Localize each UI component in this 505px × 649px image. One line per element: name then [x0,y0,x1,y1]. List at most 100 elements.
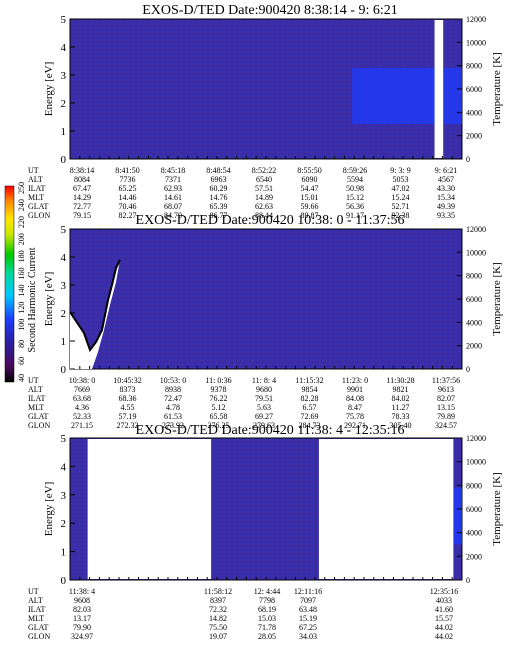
table-cell: 9680 [256,385,272,394]
table-cell: 11: 0:36 [205,376,231,385]
table-cell: 47.02 [392,184,410,193]
table-cell: 14.76 [210,193,228,202]
table-row-label: GLAT [28,412,49,421]
table-cell: 305.40 [390,421,412,430]
table-row-label: GLON [28,421,50,430]
table-cell: 7736 [120,175,136,184]
table-cell: 15.19 [299,614,317,623]
table-cell: 10:38: 0 [69,376,95,385]
table-cell: 9821 [393,385,409,394]
table-cell: 88.44 [255,211,273,220]
colorbar-tick-label: 120 [17,302,26,314]
colorbar-tick-label: 100 [17,319,26,331]
table-cell: 79.51 [255,394,273,403]
table-cell: 14.46 [119,193,137,202]
table-cell: 79.89 [437,412,455,421]
table-cell: 5053 [393,175,409,184]
y-tick-label: 5 [61,433,67,445]
table-cell: 11:30:28 [386,376,414,385]
y2-tick-label: 2000 [466,132,482,141]
y2-tick-label: 12000 [466,434,486,443]
table-cell: 9378 [211,385,227,394]
y-tick-label: 5 [61,224,67,236]
table-cell: 75.78 [346,412,364,421]
y2-tick-label: 0 [466,155,470,164]
panel-1-bright-region [352,68,462,124]
table-cell: 63.48 [299,605,317,614]
table-row-label: GLAT [28,623,49,632]
y2-tick-label: 4000 [466,529,482,538]
table-cell: 89.87 [301,211,319,220]
table-cell: 8938 [165,385,181,394]
table-row-label: UT [28,376,39,385]
table-cell: 11:58:12 [204,587,232,596]
table-cell: 8397 [210,596,226,605]
table-cell: 84.70 [164,211,182,220]
y-tick-label: 3 [61,490,67,502]
table-cell: 84.02 [392,394,410,403]
table-cell: 62.93 [164,184,182,193]
colorbar-tick-label: 140 [17,285,26,297]
colorbar-tick-label: 180 [17,250,26,262]
table-cell: 4567 [438,175,454,184]
colorbar-gradient [4,185,15,383]
table-cell: 82.07 [437,394,455,403]
table-cell: 15.34 [437,193,455,202]
panel-1-ylabel: Energy [eV] [43,62,55,116]
panel-2-y2label: Temperature [K] [491,262,503,335]
panel-2-feature-edge [69,259,121,353]
table-row-label: GLON [28,211,50,220]
table-cell: 14.89 [255,193,273,202]
table-cell: 50.98 [346,184,364,193]
y-tick-label: 4 [61,42,67,54]
y-tick-label: 2 [61,98,67,110]
table-row-label: ILAT [28,394,45,403]
table-cell: 12:11:16 [294,587,322,596]
table-cell: 6963 [211,175,227,184]
panel-1-data-gap [434,20,444,158]
table-cell: 8373 [120,385,136,394]
colorbar-tick-label: 240 [17,199,26,211]
panel-1-y2label: Temperature [K] [491,52,503,125]
y-tick-label: 1 [61,126,67,138]
table-cell: 65.25 [119,184,137,193]
panel-2: EXOS-D/TED Date:900420 10:38: 0 - 11:37:… [28,213,503,430]
y2-tick-label: 0 [466,576,470,585]
table-cell: 9613 [438,385,454,394]
table-cell: 271.15 [71,421,93,430]
table-cell: 15.24 [392,193,410,202]
table-row-label: ALT [28,596,43,605]
table-cell: 60.29 [210,184,228,193]
table-cell: 6.57 [303,403,317,412]
table-cell: 11.27 [392,403,410,412]
table-cell: 6090 [302,175,318,184]
table-cell: 8084 [74,175,90,184]
table-cell: 14.61 [164,193,182,202]
table-cell: 10:45:32 [113,376,141,385]
y-tick-label: 0 [61,154,67,166]
table-cell: 78.33 [392,412,410,421]
y2-tick-label: 0 [466,365,470,374]
table-cell: 9: 6:21 [435,166,457,175]
table-cell: 324.57 [435,421,457,430]
table-cell: 34.03 [299,632,317,641]
table-cell: 82.27 [119,211,137,220]
colorbar-tick-label: 250 [17,182,26,194]
panel-3: EXOS-D/TED Date:900420 11:38: 4 - 12:35:… [28,423,503,641]
table-cell: 5.12 [212,403,226,412]
table-cell: 273.92 [162,421,184,430]
table-cell: 79.15 [73,211,91,220]
table-cell: 72.77 [73,202,91,211]
colorbar-label: Second Harmonic Current [27,247,38,352]
y2-tick-label: 8000 [466,481,482,490]
table-cell: 8:45:18 [161,166,185,175]
table-cell: 56.36 [346,202,364,211]
table-cell: 7097 [300,596,316,605]
table-cell: 7798 [259,596,275,605]
table-cell: 12: 4:44 [254,587,280,596]
table-cell: 92.38 [392,211,410,220]
table-cell: 11:38: 4 [69,587,95,596]
y-tick-label: 3 [61,280,67,292]
table-cell: 14.82 [209,614,227,623]
